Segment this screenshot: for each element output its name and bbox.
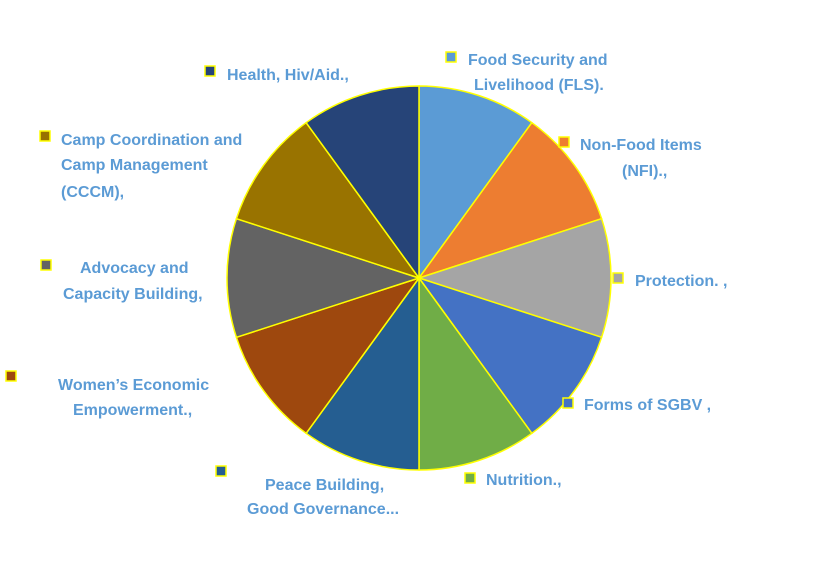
pie-label-marker-advocacy-and bbox=[40, 259, 52, 271]
pie-slice-camp-coordination-and bbox=[235, 121, 420, 279]
pie-label-women-s-economic-line-2: Empowerment., bbox=[73, 402, 192, 419]
pie-label-marker-forms-of-sgbv bbox=[562, 397, 574, 409]
pie-label-forms-of-sgbv-line-1: Forms of SGBV , bbox=[584, 397, 711, 414]
pie-slice-peace-building bbox=[305, 277, 420, 471]
pie-label-camp-coordination-and-line-2: Camp Management bbox=[61, 157, 208, 174]
pie-slice-advocacy-and bbox=[226, 217, 420, 339]
pie-label-non-food-items-line-2: (NFI)., bbox=[622, 163, 667, 180]
pie-slice-nutrition bbox=[418, 277, 533, 471]
pie-label-marker-food-security-and bbox=[445, 51, 457, 63]
pie-label-marker-camp-coordination-and bbox=[39, 130, 51, 142]
pie-label-non-food-items-line-1: Non-Food Items bbox=[580, 137, 702, 154]
pie-label-advocacy-and-line-1: Advocacy and bbox=[80, 260, 188, 277]
pie-label-nutrition-line-1: Nutrition., bbox=[486, 472, 562, 489]
pie-label-food-security-and-line-1: Food Security and bbox=[468, 52, 608, 69]
pie-slice-forms-of-sgbv bbox=[418, 277, 603, 435]
pie-slice-protection bbox=[418, 217, 612, 339]
pie-label-marker-protection bbox=[612, 272, 624, 284]
pie-slice-non-food-items bbox=[418, 121, 603, 279]
pie-label-camp-coordination-and-line-1: Camp Coordination and bbox=[61, 132, 242, 149]
pie-label-advocacy-and-line-2: Capacity Building, bbox=[63, 286, 203, 303]
pie-label-marker-health-hiv-aid bbox=[204, 65, 216, 77]
pie-label-peace-building-line-1: Peace Building, bbox=[265, 477, 384, 494]
pie-label-peace-building-line-2: Good Governance... bbox=[247, 501, 399, 518]
pie-slice-health-hiv-aid bbox=[305, 85, 420, 279]
pie-label-marker-peace-building bbox=[215, 465, 227, 477]
pie-label-women-s-economic-line-1: Women’s Economic bbox=[58, 377, 209, 394]
pie-label-camp-coordination-and-line-3: (CCCM), bbox=[61, 184, 124, 201]
pie-labels: Food Security and Livelihood (FLS). Non-Fo… bbox=[5, 51, 727, 518]
pie-label-health-hiv-aid-line-1: Health, Hiv/Aid., bbox=[227, 67, 349, 84]
pie-slice-women-s-economic bbox=[235, 277, 420, 435]
pie-slices bbox=[226, 85, 612, 471]
pie-label-marker-nutrition bbox=[464, 472, 476, 484]
pie-label-food-security-and-line-2: Livelihood (FLS). bbox=[474, 77, 604, 94]
pie-label-protection-line-1: Protection. , bbox=[635, 273, 727, 290]
pie-slice-food-security-and bbox=[418, 85, 533, 279]
pie-label-marker-women-s-economic bbox=[5, 370, 17, 382]
pie-label-marker-non-food-items bbox=[558, 136, 570, 148]
